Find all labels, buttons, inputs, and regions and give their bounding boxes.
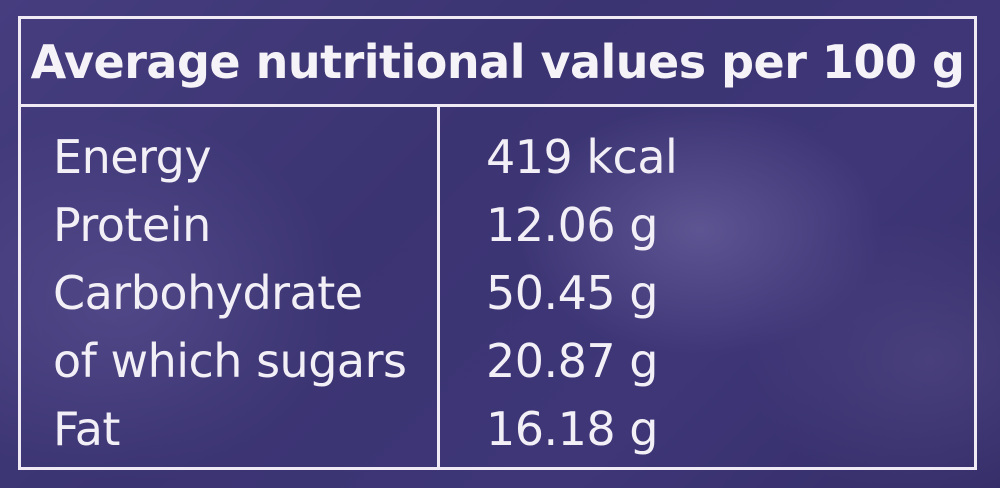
nutrient-value: 419 kcal (486, 130, 678, 184)
table-title: Average nutritional values per 100 g (30, 34, 965, 89)
nutrient-value: 12.06 g (486, 198, 659, 252)
table-row-carbohydrate: Carbohydrate 50.45 g (21, 259, 974, 327)
table-row-energy: Energy 419 kcal (21, 123, 974, 191)
table-header: Average nutritional values per 100 g (21, 19, 974, 107)
nutrient-value: 20.87 g (486, 334, 659, 388)
table-body: Energy 419 kcal Protein 12.06 g Carbohyd… (21, 123, 974, 463)
nutrient-value: 16.18 g (486, 402, 659, 456)
table-row-sugars: of which sugars 20.87 g (21, 327, 974, 395)
nutrient-name: Fat (53, 402, 120, 456)
table-row-fat: Fat 16.18 g (21, 395, 974, 463)
nutrient-value: 50.45 g (486, 266, 659, 320)
nutrient-name: of which sugars (53, 334, 407, 388)
nutrient-name: Energy (53, 130, 212, 184)
nutrient-name: Carbohydrate (53, 266, 363, 320)
nutrition-table: Average nutritional values per 100 g Ene… (18, 16, 977, 470)
column-divider (437, 104, 440, 470)
nutrient-name: Protein (53, 198, 211, 252)
table-row-protein: Protein 12.06 g (21, 191, 974, 259)
